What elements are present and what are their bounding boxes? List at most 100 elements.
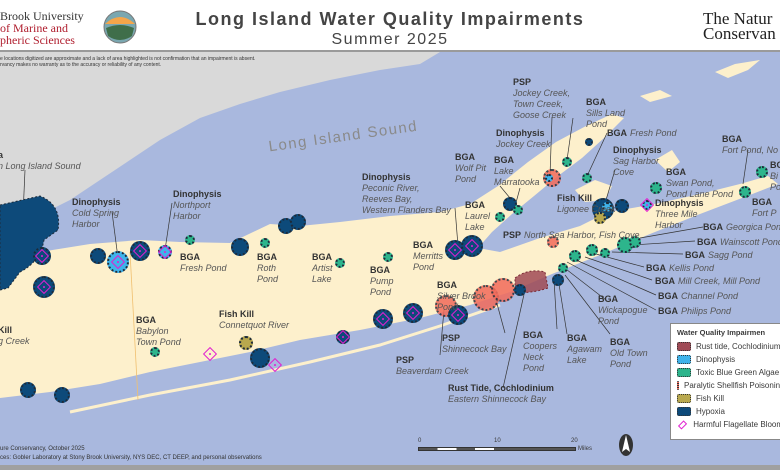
impairment-type: BGA xyxy=(658,306,678,316)
site-label: BGA Mill Creek, Mill Pond xyxy=(655,276,760,287)
hypoxia-marker[interactable] xyxy=(552,274,564,286)
site-label: Fish Kill Ligonee Creek xyxy=(557,193,616,215)
site-name: Wickapogue Pond xyxy=(598,305,648,326)
legend-item: Dinophysis xyxy=(677,353,780,366)
bga-marker[interactable] xyxy=(562,157,572,167)
hypoxia-marker[interactable] xyxy=(20,382,36,398)
site-name: Georgica Pond xyxy=(726,222,780,232)
sbu-line: of Marine and xyxy=(0,21,68,35)
bga-marker[interactable] xyxy=(495,212,505,222)
site-name: Fresh Pond xyxy=(180,263,227,273)
bga-marker[interactable] xyxy=(558,263,568,273)
impairment-type: BGA xyxy=(610,337,630,347)
bga-marker[interactable] xyxy=(600,248,610,258)
scale-tick: 0 xyxy=(418,438,422,444)
bga-marker[interactable] xyxy=(260,238,270,248)
site-name: Roth Pond xyxy=(257,263,279,284)
bga-marker[interactable] xyxy=(582,173,592,183)
hypoxia-marker[interactable] xyxy=(585,138,593,146)
legend-item: Hypoxia xyxy=(677,405,780,418)
site-label: BGA Fort P xyxy=(752,197,780,219)
site-label: BG Bi Po xyxy=(770,160,780,193)
impairment-type: BGA xyxy=(257,252,277,262)
impairment-type: BGA xyxy=(455,152,475,162)
site-label: Kill g Creek xyxy=(0,325,30,347)
hypoxia-marker[interactable] xyxy=(54,387,70,403)
north-arrow-icon xyxy=(619,434,633,456)
hypoxia-marker[interactable] xyxy=(290,214,306,230)
bga-marker[interactable] xyxy=(569,250,581,262)
hypoxia-marker[interactable] xyxy=(231,238,249,256)
bga-marker[interactable] xyxy=(629,236,641,248)
site-label: Fish Kill Connetquot River xyxy=(219,309,289,331)
swatch-icon xyxy=(677,342,691,351)
site-name: n Long Island Sound xyxy=(0,161,81,171)
legend-label: Hypoxia xyxy=(696,407,725,416)
site-label: BGA Philips Pond xyxy=(658,306,731,317)
site-name: Shinnecock Bay xyxy=(442,344,507,354)
site-name: Wolf Pit Pond xyxy=(455,163,487,184)
fishers-island xyxy=(715,60,760,78)
site-name: Jockey Creek xyxy=(496,139,551,149)
bga-marker[interactable] xyxy=(739,186,751,198)
bga-marker[interactable] xyxy=(650,182,662,194)
site-label: BGA Fort Pond, No xyxy=(722,134,778,156)
impairment-type: Fish Kill xyxy=(557,193,593,203)
site-name: Pump Pond xyxy=(370,276,394,297)
fish-kill-marker[interactable] xyxy=(239,336,253,350)
swatch-icon xyxy=(677,368,691,377)
credit-line: ure Conservancy, October 2025 xyxy=(0,446,85,452)
impairment-type: Dinophysis xyxy=(362,172,411,182)
site-label: BGA Lake Marratooka xyxy=(494,155,556,188)
impairment-type: Dinophysis xyxy=(655,198,704,208)
hypoxia-marker[interactable] xyxy=(514,284,526,296)
site-label: BGA Roth Pond xyxy=(257,252,287,285)
site-label: BGA Merritts Pond xyxy=(413,240,455,273)
hypoxia-marker[interactable] xyxy=(615,199,629,213)
hypoxia-marker[interactable] xyxy=(90,248,106,264)
scale-unit: Miles xyxy=(578,446,593,452)
bga-marker[interactable] xyxy=(756,166,768,178)
impairment-type: BGA xyxy=(658,291,678,301)
psp-marker[interactable] xyxy=(547,236,559,248)
site-name: Swan Pond, Pond Lane Pond xyxy=(666,178,734,199)
bga-marker[interactable] xyxy=(513,205,523,215)
hypoxia-area-western-sound[interactable] xyxy=(0,195,60,291)
bga-marker[interactable] xyxy=(185,235,195,245)
legend-label: Rust tide, Cochlodinium xyxy=(696,342,780,351)
impairment-type: Dinophysis xyxy=(613,145,662,155)
gobler-lab-logo xyxy=(103,10,137,44)
site-name: Old Town Pond xyxy=(610,348,648,369)
bga-marker[interactable] xyxy=(586,244,598,256)
stony-brook-logo: Brook University of Marine and pheric Sc… xyxy=(0,10,84,46)
site-name: North Sea Harbor, Fish Cove xyxy=(524,230,640,240)
dinophysis-marker[interactable] xyxy=(545,174,553,182)
site-label: Dinophysis Three Mile Harbor xyxy=(655,198,704,231)
site-name: Sag Harbor Cove xyxy=(613,156,660,177)
bga-marker[interactable] xyxy=(383,252,393,262)
impairment-type: BG xyxy=(770,160,780,170)
scale-bar: 0 10 20 Miles xyxy=(418,438,592,456)
impairment-type: Dinophysis xyxy=(173,189,222,199)
impairment-type: Fish Kill xyxy=(219,309,255,319)
dinophysis-marker[interactable] xyxy=(602,202,612,212)
site-label: BGA Fresh Pond xyxy=(607,128,677,139)
site-label: BGA Artist Lake xyxy=(312,252,342,285)
bga-marker[interactable] xyxy=(150,347,160,357)
bga-marker[interactable] xyxy=(335,258,345,268)
impairment-type: BGA xyxy=(607,128,627,138)
site-name: Connetquot River xyxy=(219,320,290,330)
site-label: Dinophysis Cold Spring Harbor xyxy=(72,197,134,230)
disclaimer-line: e locations digitized are approximate an… xyxy=(0,56,256,62)
sbu-line: pheric Sciences xyxy=(0,33,75,47)
impairment-type: BGA xyxy=(752,197,772,207)
site-name: Lake Marratooka xyxy=(494,166,540,187)
orient-point-islands xyxy=(640,90,672,102)
hypoxia-marker[interactable] xyxy=(250,348,270,368)
fish-kill-marker[interactable] xyxy=(594,212,606,224)
impairment-type: a xyxy=(0,150,4,160)
site-label: BGA Wainscott Pond xyxy=(697,237,780,248)
legend-title: Water Quality Impairmen xyxy=(677,328,766,337)
legend-label: Toxic Blue Green Algae xyxy=(696,368,780,377)
sources-line: ces: Gobler Laboratory at Stony Brook Un… xyxy=(0,455,262,461)
